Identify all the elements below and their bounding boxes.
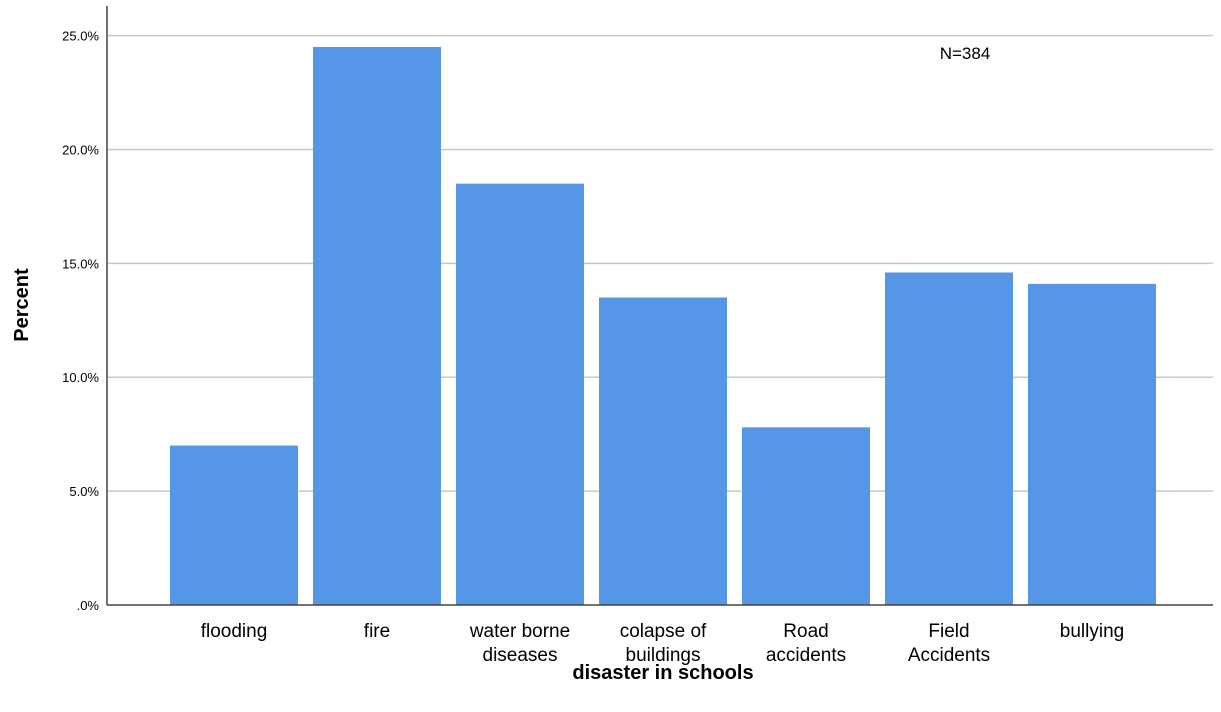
y-tick-label: 15.0% (62, 256, 99, 271)
x-category-label: Road accidents (766, 621, 846, 666)
bar (170, 445, 298, 605)
bar (313, 46, 441, 605)
bar (742, 427, 870, 605)
bar (885, 272, 1013, 605)
y-tick-labels: .0% 5.0% 10.0% 15.0% 20.0% 25.0% (62, 29, 99, 613)
y-tick-label: 5.0% (69, 484, 99, 499)
bar (456, 183, 584, 605)
sample-size-annotation: N=384 (940, 44, 991, 63)
x-category-label: Field Accidents (908, 621, 990, 666)
y-tick-label: .0% (77, 598, 100, 613)
x-category-label: colapse of buildings (620, 621, 707, 666)
axes (106, 6, 1213, 606)
y-tick-label: 20.0% (62, 142, 99, 157)
bar (1028, 283, 1156, 605)
y-tick-label: 25.0% (62, 29, 99, 44)
y-tick-label: 10.0% (62, 370, 99, 385)
bars (170, 46, 1156, 605)
x-category-label: fire (364, 621, 390, 642)
x-category-labels: flooding fire water borne diseases colapse o… (201, 621, 1125, 666)
x-category-label: flooding (201, 621, 268, 642)
x-category-label: bullying (1060, 621, 1124, 642)
bar (599, 297, 727, 605)
x-category-label: water borne diseases (469, 621, 570, 666)
y-axis-title: Percent (11, 268, 33, 342)
x-axis-title: disaster in schools (572, 662, 753, 684)
